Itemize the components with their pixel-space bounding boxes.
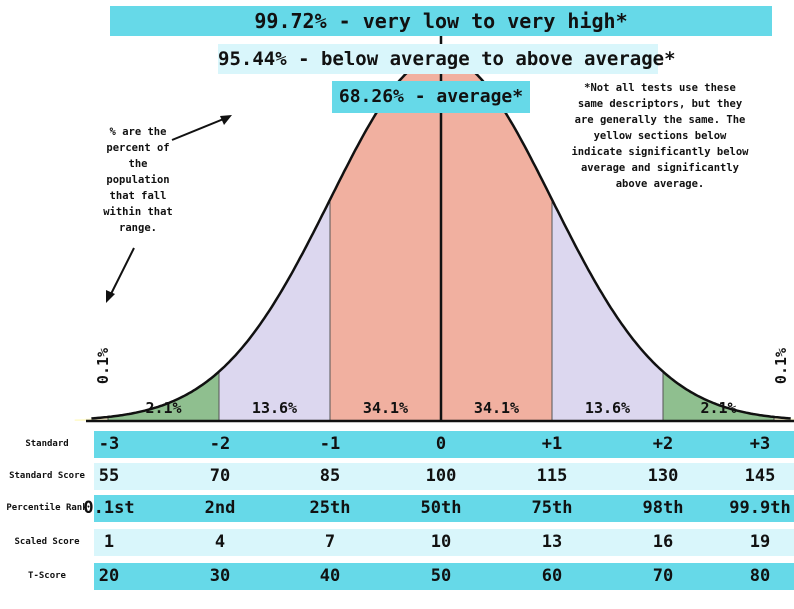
score-cell: 145 (744, 466, 776, 486)
score-cell: 100 (425, 466, 457, 486)
score-row: Scaled Score 1 4 7 10 13 16 19 (0, 529, 794, 556)
score-cell: 19 (749, 532, 771, 552)
band-99-72: 99.72% - very low to very high* (110, 6, 772, 36)
score-cell: 1 (103, 532, 115, 552)
band-68-26: 68.26% - average* (332, 81, 530, 113)
segment-label: 13.6% (584, 399, 631, 417)
score-cell: 4 (214, 532, 226, 552)
percent-note: % are the percent of the population that… (103, 126, 173, 234)
score-cell: 60 (541, 566, 563, 586)
score-cell: 55 (98, 466, 120, 486)
segment-label: 0.1% (772, 347, 790, 385)
score-cell: 0 (435, 434, 447, 454)
arrow-up-right (171, 115, 232, 141)
row-label: Standard Score (0, 463, 94, 490)
arrow-down-left (106, 247, 135, 303)
score-row: T-Score 20 30 40 50 60 70 80 (0, 563, 794, 590)
score-cell: -1 (319, 434, 341, 454)
row-label: T-Score (0, 563, 94, 590)
score-cell: 80 (749, 566, 771, 586)
score-cell: 10 (430, 532, 452, 552)
score-cell: +3 (749, 434, 771, 454)
score-cell: 13 (541, 532, 563, 552)
score-cell: 99.9th (729, 498, 791, 518)
segment-label: 13.6% (251, 399, 298, 417)
score-cell: 2nd (204, 498, 236, 518)
score-cell: 98th (642, 498, 684, 518)
score-cell: 70 (652, 566, 674, 586)
score-cell: 85 (319, 466, 341, 486)
score-row: Standard Deviation-3-2-10+1+2+3 (0, 431, 794, 476)
row-label: Percentile Rank (0, 495, 94, 522)
score-cell: 16 (652, 532, 674, 552)
segment-fill-6 (663, 371, 774, 421)
descriptor-footnote: *Not all tests use these same descriptor… (571, 82, 749, 190)
score-cell: 130 (647, 466, 679, 486)
score-cell: 20 (98, 566, 120, 586)
segment-label: 34.1% (362, 399, 409, 417)
segment-label: 0.1% (94, 347, 112, 385)
row-label: Scaled Score (0, 529, 94, 556)
score-cell: 70 (209, 466, 231, 486)
score-row: Percentile Rank 0.1st 2nd 25th 50th 75th 98th 9… (0, 495, 794, 522)
score-cell: 40 (319, 566, 341, 586)
score-cell: +1 (541, 434, 563, 454)
score-cell: 50 (430, 566, 452, 586)
score-cell: 75th (531, 498, 573, 518)
score-cell: +2 (652, 434, 674, 454)
score-cell: -2 (209, 434, 231, 454)
band-95-44: 95.44% - below average to above average* (218, 44, 676, 74)
normal-curve-chart (74, 14, 794, 423)
segment-fill-1 (108, 371, 219, 421)
score-cell: 0.1st (83, 498, 135, 518)
score-cell: 115 (536, 466, 568, 486)
segment-label: 34.1% (473, 399, 520, 417)
segment-label: 2.1% (700, 399, 737, 417)
score-row: Standard Score 55 70 85 100 115 130 145 (0, 463, 794, 490)
score-cell: 25th (309, 498, 351, 518)
score-cell: 7 (324, 532, 336, 552)
segment-label: 2.1% (145, 399, 182, 417)
score-cell: 30 (209, 566, 231, 586)
score-cell: 50th (420, 498, 462, 518)
score-cell: -3 (98, 434, 120, 454)
